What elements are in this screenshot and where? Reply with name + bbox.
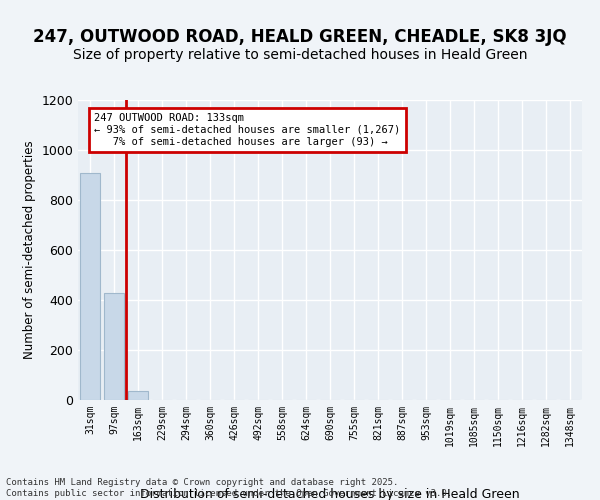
Text: 247, OUTWOOD ROAD, HEALD GREEN, CHEADLE, SK8 3JQ: 247, OUTWOOD ROAD, HEALD GREEN, CHEADLE,… [33,28,567,46]
Text: 247 OUTWOOD ROAD: 133sqm
← 93% of semi-detached houses are smaller (1,267)
   7%: 247 OUTWOOD ROAD: 133sqm ← 93% of semi-d… [94,114,401,146]
X-axis label: Distribution of semi-detached houses by size in Heald Green: Distribution of semi-detached houses by … [140,488,520,500]
Bar [128,390,148,400]
Bar [80,172,100,400]
Text: Contains HM Land Registry data © Crown copyright and database right 2025.
Contai: Contains HM Land Registry data © Crown c… [6,478,452,498]
Bar [104,292,124,400]
Text: Size of property relative to semi-detached houses in Heald Green: Size of property relative to semi-detach… [73,48,527,62]
Y-axis label: Number of semi-detached properties: Number of semi-detached properties [23,140,36,360]
